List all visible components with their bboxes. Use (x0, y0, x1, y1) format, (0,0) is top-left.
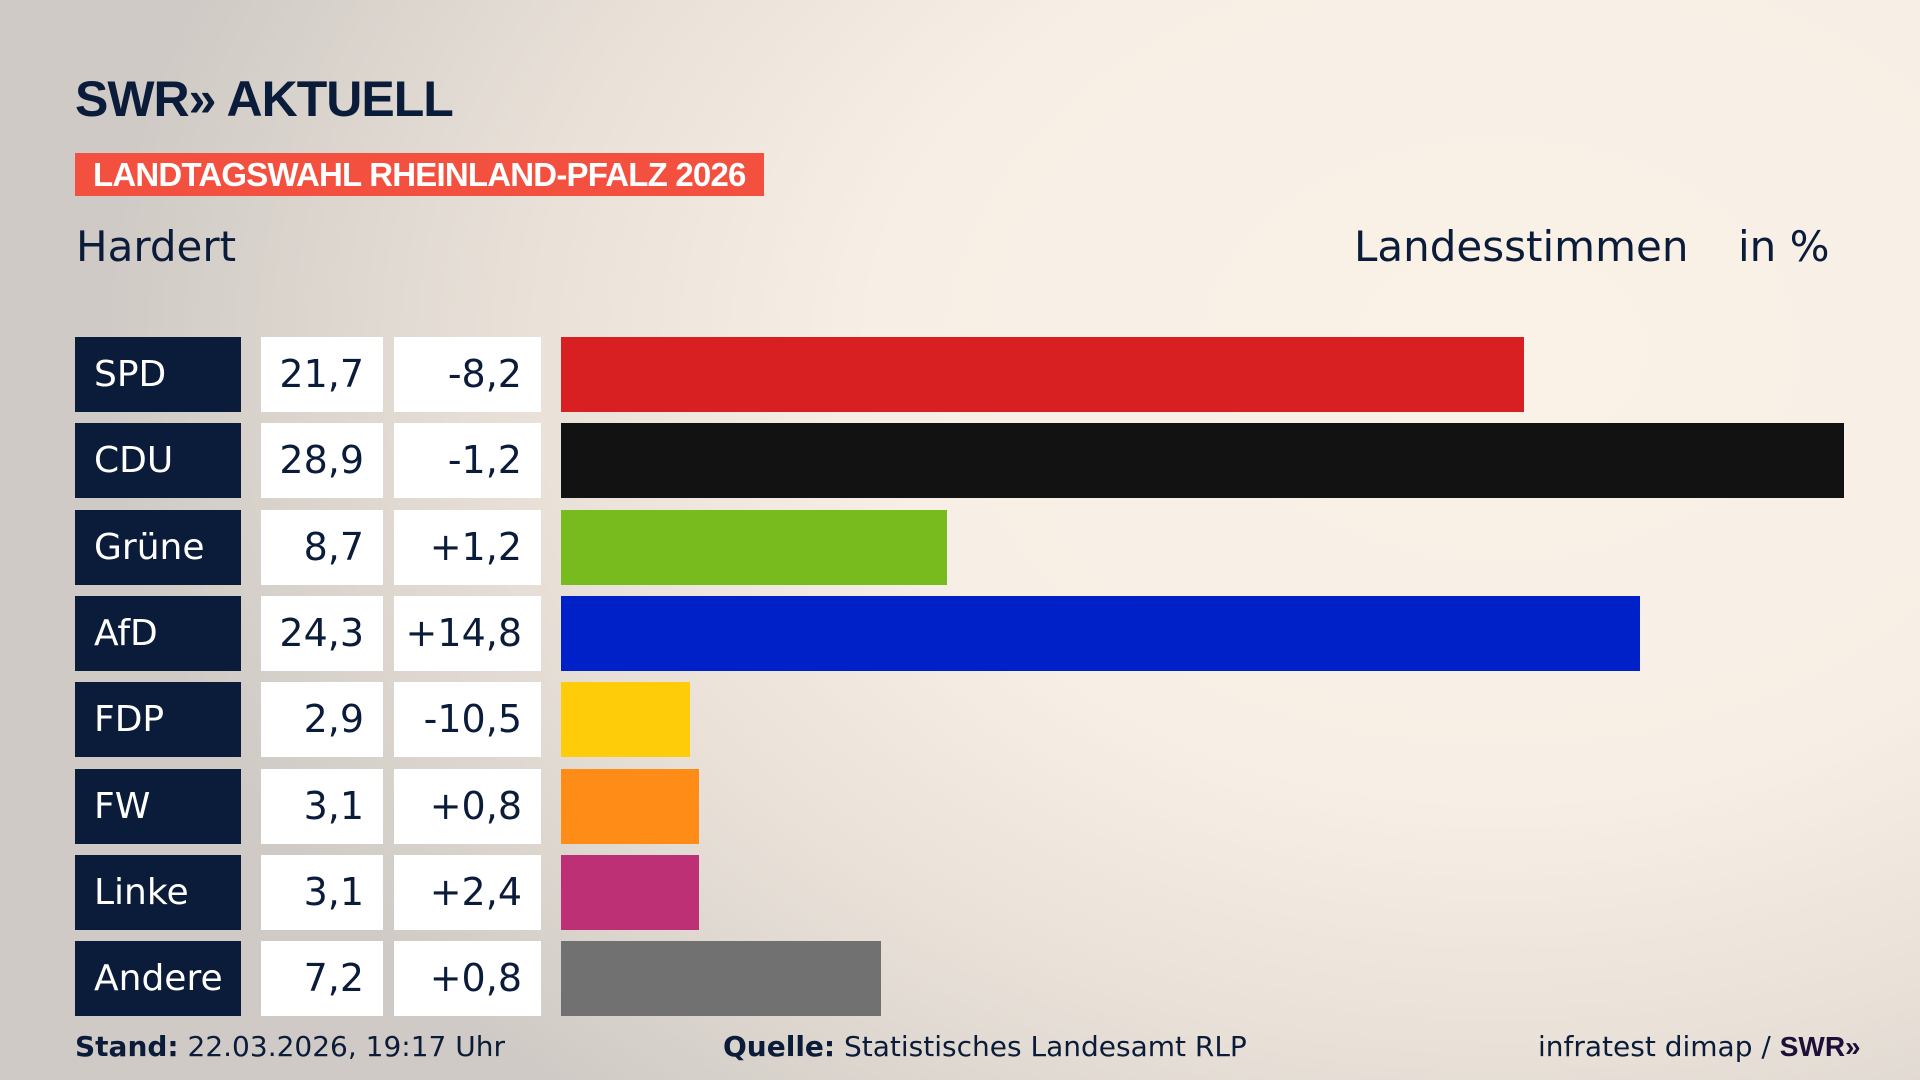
change-label: +0,8 (394, 768, 541, 844)
value-label: 24,3 (261, 595, 383, 671)
credit-text: infratest dimap / (1538, 1030, 1771, 1063)
swr-small-logo: SWR» (1779, 1031, 1861, 1062)
value-label: 3,1 (261, 854, 383, 930)
source-value: Statistisches Landesamt RLP (844, 1030, 1247, 1063)
place-title: Hardert (76, 222, 237, 271)
result-row: Andere 7,2 +0,8 (0, 941, 1920, 1017)
change-label: -8,2 (394, 337, 541, 412)
bar-afd (561, 595, 1640, 671)
change-label: +1,2 (394, 509, 541, 585)
party-label: FDP (75, 682, 241, 758)
bar-grüne (561, 509, 948, 585)
result-row: FW 3,1 +0,8 (0, 768, 1920, 844)
change-label: -1,2 (394, 423, 541, 499)
result-row: CDU 28,9 -1,2 (0, 423, 1920, 499)
bar-fw (561, 768, 699, 844)
result-row: FDP 2,9 -10,5 (0, 682, 1920, 758)
bar-linke (561, 854, 699, 930)
bar-andere (561, 941, 881, 1017)
value-label: 7,2 (261, 941, 383, 1017)
measure-label: Landesstimmen (1354, 222, 1689, 271)
party-label: FW (75, 768, 241, 844)
value-label: 21,7 (261, 337, 383, 412)
result-row: AfD 24,3 +14,8 (0, 595, 1920, 671)
result-row: SPD 21,7 -8,2 (0, 337, 1920, 412)
source-info: Quelle: Statistisches Landesamt RLP (723, 1030, 1247, 1063)
stand-info: Stand: 22.03.2026, 19:17 Uhr (75, 1030, 505, 1063)
value-label: 2,9 (261, 682, 383, 758)
value-label: 3,1 (261, 768, 383, 844)
change-label: -10,5 (394, 682, 541, 758)
change-label: +2,4 (394, 854, 541, 930)
bar-fdp (561, 682, 690, 758)
stand-label: Stand: (75, 1030, 179, 1063)
election-tag: LANDTAGSWAHL RHEINLAND-PFALZ 2026 (75, 153, 764, 196)
stand-value: 22.03.2026, 19:17 Uhr (187, 1030, 505, 1063)
change-label: +14,8 (394, 595, 541, 671)
party-label: SPD (75, 337, 241, 412)
value-label: 28,9 (261, 423, 383, 499)
swr-aktuell-logo: SWR» AKTUELL (75, 71, 454, 127)
party-label: CDU (75, 423, 241, 499)
bar-spd (561, 337, 1525, 412)
result-row: Linke 3,1 +2,4 (0, 854, 1920, 930)
source-label: Quelle: (723, 1030, 836, 1063)
party-label: Andere (75, 941, 241, 1017)
party-label: Grüne (75, 509, 241, 585)
party-label: Linke (75, 854, 241, 930)
party-label: AfD (75, 595, 241, 671)
credit: infratest dimap / SWR» (1538, 1030, 1861, 1063)
result-row: Grüne 8,7 +1,2 (0, 509, 1920, 585)
change-label: +0,8 (394, 941, 541, 1017)
value-label: 8,7 (261, 509, 383, 585)
unit-label: in % (1738, 222, 1830, 271)
bar-cdu (561, 423, 1844, 499)
